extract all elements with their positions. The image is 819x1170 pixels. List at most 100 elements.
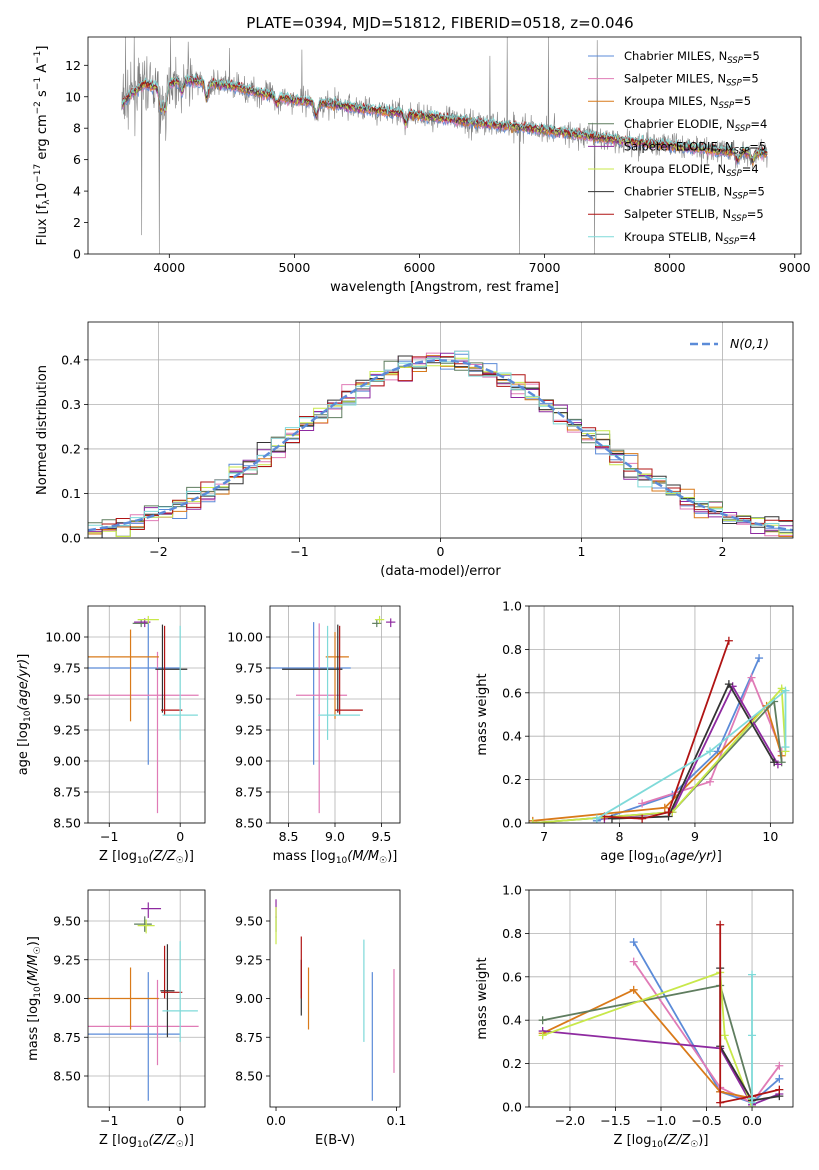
y-tick-label: 9.25: [53, 952, 81, 967]
label-part: Salpeter ELODIE, N: [624, 139, 734, 153]
label-part: ☉: [379, 856, 387, 866]
x-tick-label: 1: [578, 544, 586, 559]
x-tick-label: −1.5: [600, 1113, 630, 1128]
y-tick-label: 9.00: [235, 991, 263, 1006]
legend-entry-label: Kroupa ELODIE, NSSP=4: [624, 162, 759, 179]
series-line-group: [529, 684, 790, 823]
plus-marker: [660, 803, 669, 812]
label-part: mass weight: [475, 673, 490, 755]
legend-entry-label: Chabrier ELODIE, NSSP=4: [624, 117, 767, 134]
mass_vs_Z-xlabel: Z [log10(Z/Z☉)]: [99, 1133, 194, 1150]
data-point: [160, 944, 175, 1038]
mass_weight_vs_age-xlabel: age [log10(age/yr)]: [600, 849, 722, 866]
plus-marker: [748, 970, 757, 979]
label-part: 10: [653, 856, 665, 866]
label-part: )]: [387, 849, 397, 864]
x-tick-label: 8: [616, 829, 624, 844]
series-line: [532, 686, 787, 823]
residuals-ylabel: Normed distribution: [35, 365, 50, 495]
spectrum-ylabel: Flux [fλ10−17 erg cm−2 s−1 A−1]: [33, 46, 52, 246]
data-point: [88, 967, 159, 1030]
series-line: [596, 688, 787, 820]
data-point: [270, 622, 351, 765]
mass_weight_vs_age-plot: [529, 636, 790, 823]
label-part: −17: [33, 164, 43, 183]
plus-marker: [592, 814, 601, 823]
label-part: −2: [33, 101, 43, 114]
spectrum-fit-line: [121, 73, 768, 159]
series-line-group: [607, 680, 779, 823]
legend-entry-label: Kroupa STELIB, NSSP=4: [624, 230, 756, 247]
y-tick-label: 8.75: [235, 1030, 263, 1045]
y-tick-label: 8.75: [53, 785, 81, 800]
label-part: 10: [35, 183, 50, 200]
legend-entry-label: Kroupa MILES, NSSP=5: [624, 94, 751, 111]
mass_vs_Z-frame: [87, 889, 206, 1108]
mass_weight_vs_Z-grid: [529, 889, 793, 1108]
age_vs_Z-xlabel: Z [log10(Z/Z☉)]: [99, 849, 194, 866]
plus-marker: [664, 808, 673, 817]
y-tick-label: 9.00: [235, 754, 263, 769]
data-point: [162, 625, 198, 740]
label-part: Normed distribution: [35, 365, 50, 495]
age_vs_Z-plot: [88, 615, 199, 814]
label-part: 10: [33, 986, 43, 998]
residuals-panel: −2 −1 0 1 2 0.0 0.1 0.2 0.3 0.4 N(0,1) (data-model)…: [35, 321, 794, 579]
label-part: 10: [651, 1140, 663, 1150]
label-part: −1: [33, 77, 43, 90]
legend-entry-label: Salpeter STELIB, NSSP=5: [624, 207, 764, 224]
plus-marker: [716, 920, 725, 929]
y-tick-label: 8.50: [235, 816, 263, 831]
mass_weight_vs_age-grid: [529, 605, 793, 824]
x-tick-label: 8000: [654, 260, 686, 275]
y-tick-label: 0.8: [502, 642, 522, 657]
y-tick-label: 9.25: [235, 723, 263, 738]
y-tick-label: 9.25: [53, 723, 81, 738]
data-point: [161, 945, 183, 999]
label-part: λ: [42, 199, 52, 205]
age_vs_mass-xlabel: mass [log10(M/M☉)]: [273, 849, 398, 866]
plus-marker: [770, 758, 779, 767]
label-part: Z [log: [99, 1133, 137, 1148]
series-line: [532, 704, 783, 822]
label-part: −1: [33, 51, 43, 64]
data-point: [161, 625, 183, 716]
x-tick-label: 7: [540, 829, 548, 844]
label-part: )]: [26, 936, 41, 946]
label-part: Chabrier ELODIE, N: [624, 117, 735, 131]
label-part: Z [log: [614, 1133, 652, 1148]
label-part: mass [log: [26, 998, 41, 1061]
label-part: SSP: [724, 237, 740, 247]
mass_vs_Z-plot: [88, 902, 199, 1101]
x-tick-label: 0.1: [386, 1113, 406, 1128]
y-tick-label: 4: [73, 184, 81, 199]
mass_weight_vs_Z-plot: [538, 920, 784, 1107]
figure-title: PLATE=0394, MJD=51812, FIBERID=0518, z=0…: [246, 14, 633, 32]
x-tick-label: 9: [691, 829, 699, 844]
series-line-group: [600, 682, 782, 823]
age_vs_mass-frame: [269, 605, 401, 824]
y-tick-label: 9.50: [235, 692, 263, 707]
plus-marker: [724, 636, 733, 645]
plus-marker: [629, 985, 638, 994]
x-tick-label: −2.0: [555, 1113, 585, 1128]
label-part: ]: [16, 654, 31, 659]
label-part: (M/M: [26, 954, 41, 986]
spectrum-xlabel: wavelength [Angstrom, rest frame]: [330, 280, 559, 295]
label-part: SSP: [734, 146, 750, 156]
y-tick-label: 0.2: [502, 1056, 522, 1071]
label-part: =4: [742, 162, 759, 176]
y-tick-label: 9.50: [235, 914, 263, 929]
mass_vs_EBV-plot: [275, 899, 395, 1101]
data-point: [374, 615, 385, 624]
x-tick-label: 10: [762, 829, 778, 844]
y-tick-label: 0.1: [61, 486, 81, 501]
series-line-group: [538, 985, 757, 1103]
y-tick-label: 0.3: [61, 397, 81, 412]
label-part: )]: [184, 1133, 194, 1148]
label-part: SSP: [731, 214, 747, 224]
label-part: 10: [336, 856, 348, 866]
x-tick-label: 0: [176, 1113, 184, 1128]
